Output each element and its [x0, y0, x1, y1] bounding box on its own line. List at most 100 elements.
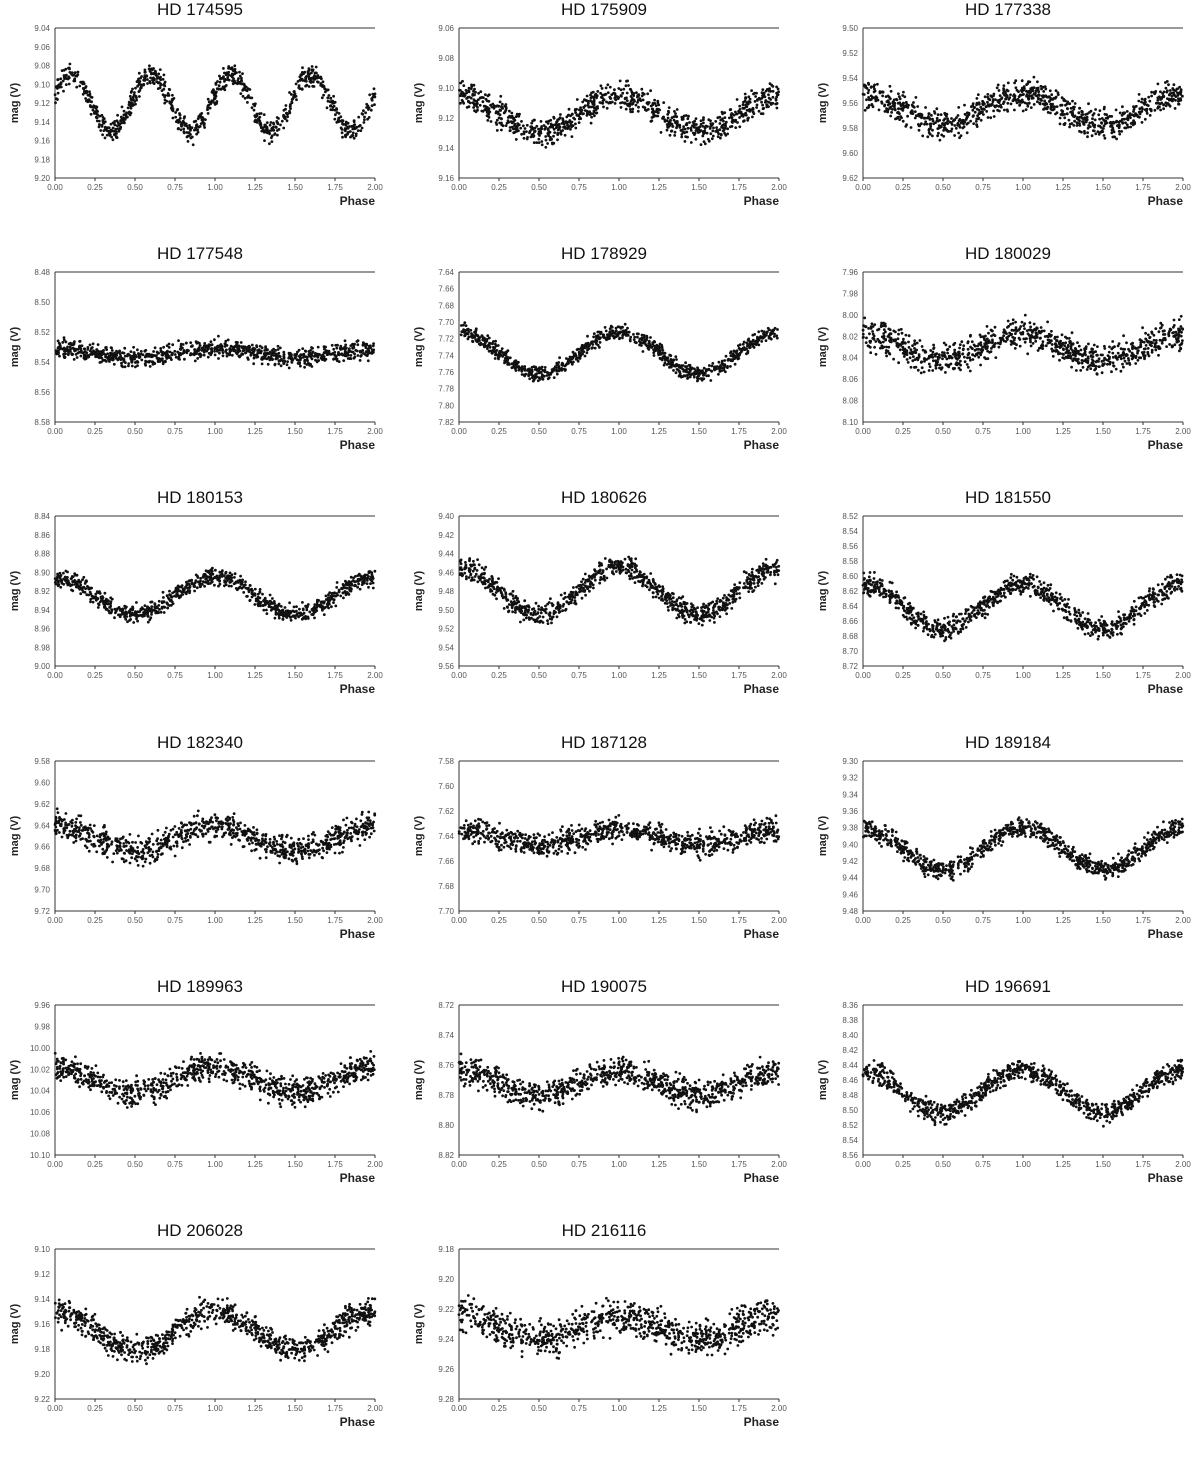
data-point	[298, 362, 301, 365]
data-point	[553, 117, 556, 120]
data-point	[1039, 99, 1042, 102]
data-point	[342, 359, 345, 362]
data-point	[283, 109, 286, 112]
data-point	[973, 344, 976, 347]
data-point	[203, 348, 206, 351]
data-point	[149, 82, 152, 85]
data-point	[733, 350, 736, 353]
data-point	[772, 96, 775, 99]
data-point	[299, 75, 302, 78]
data-point	[901, 107, 904, 110]
data-point	[333, 118, 336, 121]
data-point	[655, 104, 658, 107]
data-point	[216, 80, 219, 83]
data-point	[526, 138, 529, 141]
x-tick-label: 1.00	[207, 427, 223, 436]
data-point	[890, 90, 893, 93]
data-point	[1115, 138, 1118, 141]
data-point	[325, 358, 328, 361]
data-point	[581, 350, 584, 353]
data-point	[691, 124, 694, 127]
data-point	[1019, 100, 1022, 103]
x-tick-label: 1.25	[651, 427, 667, 436]
data-point	[496, 129, 499, 132]
data-point	[288, 91, 291, 94]
data-point	[210, 340, 213, 343]
data-point	[549, 372, 552, 375]
data-points	[458, 80, 780, 149]
data-point	[223, 88, 226, 91]
data-point	[599, 341, 602, 344]
data-point	[597, 344, 600, 347]
data-point	[625, 108, 628, 111]
data-point	[1130, 122, 1133, 125]
data-point	[163, 102, 166, 105]
x-tick-label: 2.00	[367, 427, 383, 436]
data-point	[625, 97, 628, 100]
data-point	[685, 123, 688, 126]
data-points	[54, 63, 377, 147]
data-point	[680, 376, 683, 379]
data-point	[1019, 345, 1022, 348]
data-point	[975, 120, 978, 123]
data-point	[1017, 98, 1020, 101]
data-point	[650, 346, 653, 349]
data-point	[734, 120, 737, 123]
data-point	[657, 104, 660, 107]
data-point	[253, 350, 256, 353]
data-point	[65, 83, 68, 86]
data-point	[301, 347, 304, 350]
data-point	[82, 87, 85, 90]
data-point	[1118, 133, 1121, 136]
data-point	[133, 94, 136, 97]
data-point	[246, 96, 249, 99]
data-point	[697, 126, 700, 129]
data-point	[744, 112, 747, 115]
data-point	[889, 106, 892, 109]
data-point	[371, 104, 374, 107]
data-point	[867, 96, 870, 99]
data-point	[157, 73, 160, 76]
data-point	[467, 89, 470, 92]
data-point	[313, 355, 316, 358]
data-point	[749, 346, 752, 349]
data-point	[503, 351, 506, 354]
data-point	[989, 116, 992, 119]
data-point	[586, 349, 589, 352]
data-point	[602, 106, 605, 109]
data-point	[219, 77, 222, 80]
data-point	[768, 90, 771, 93]
data-point	[760, 330, 763, 333]
data-point	[295, 83, 298, 86]
data-point	[898, 329, 901, 332]
data-point	[626, 104, 629, 107]
data-point	[939, 139, 942, 142]
data-point	[154, 72, 157, 75]
data-point	[1009, 93, 1012, 96]
data-point	[1123, 127, 1126, 130]
data-point	[515, 363, 518, 366]
data-point	[658, 109, 661, 112]
data-point	[873, 91, 876, 94]
data-point	[625, 333, 628, 336]
data-point	[57, 92, 60, 95]
data-point	[459, 102, 462, 105]
data-point	[1159, 103, 1162, 106]
data-point	[675, 371, 678, 374]
data-point	[499, 109, 502, 112]
data-point	[1048, 95, 1051, 98]
data-point	[684, 128, 687, 131]
data-point	[749, 110, 752, 113]
data-point	[656, 346, 659, 349]
data-point	[951, 123, 954, 126]
data-point	[897, 92, 900, 95]
data-point	[189, 341, 192, 344]
data-point	[251, 344, 254, 347]
data-point	[191, 344, 194, 347]
data-point	[1088, 111, 1091, 114]
data-point	[334, 344, 337, 347]
data-point	[608, 96, 611, 99]
data-point	[981, 100, 984, 103]
data-point	[245, 351, 248, 354]
data-point	[475, 327, 478, 330]
